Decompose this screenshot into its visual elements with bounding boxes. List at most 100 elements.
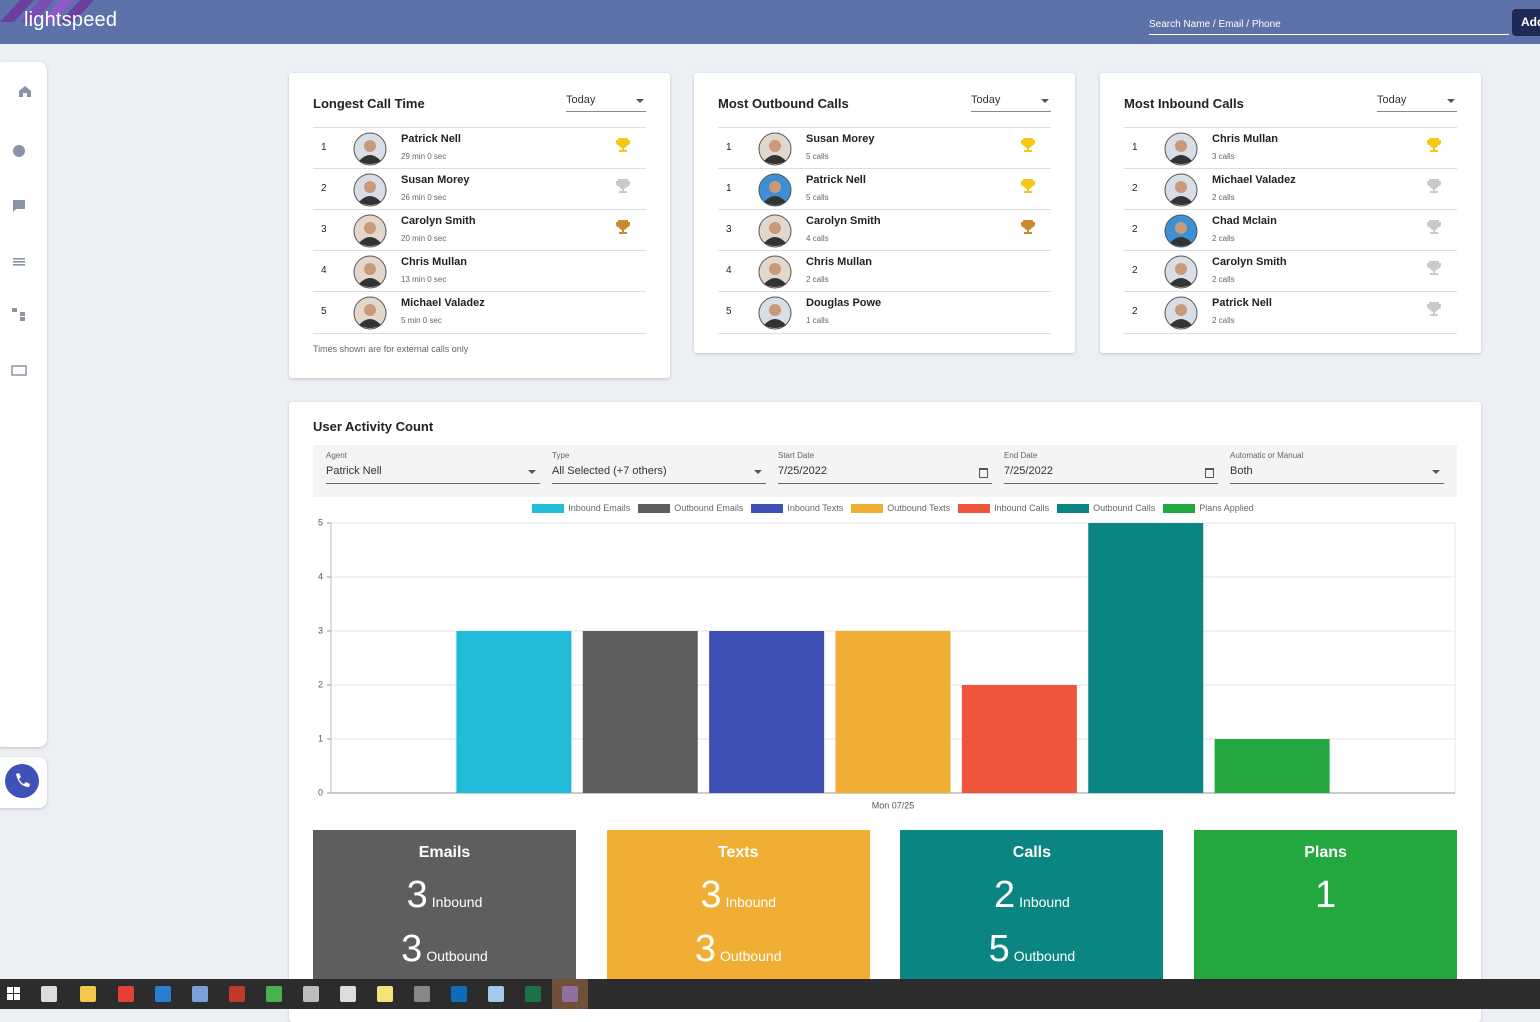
- leaderboard-row: 1 Susan Morey 5 calls: [718, 127, 1051, 169]
- period-value: Today: [1377, 94, 1407, 106]
- legend-item[interactable]: Outbound Emails: [638, 503, 743, 513]
- taskbar-app[interactable]: [266, 986, 282, 1002]
- avatar-head: [1175, 263, 1187, 275]
- dropdown-arrow: [1447, 99, 1455, 103]
- tile-count: 3: [700, 874, 722, 916]
- avatar: [1164, 214, 1198, 248]
- avatar-head: [769, 140, 781, 152]
- agent-detail: 2 calls: [1212, 193, 1235, 202]
- taskbar-app[interactable]: [377, 986, 393, 1002]
- legend-label: Plans Applied: [1199, 503, 1254, 513]
- legend-label: Outbound Calls: [1093, 503, 1156, 513]
- legend-swatch: [751, 503, 784, 513]
- trophy-shape: [1427, 220, 1441, 234]
- period-value: Today: [971, 94, 1001, 106]
- search-input[interactable]: Search Name / Email / Phone: [1149, 19, 1509, 35]
- avatar-body: [1170, 155, 1192, 164]
- header: lightspeed Search Name / Email / Phone A…: [0, 0, 1540, 44]
- agent-detail: 26 min 0 sec: [401, 193, 447, 202]
- agent-detail: 2 calls: [1212, 316, 1235, 325]
- taskbar-app[interactable]: [192, 986, 208, 1002]
- avatar-body: [764, 237, 786, 246]
- rank: 2: [1132, 224, 1138, 235]
- rank: 1: [321, 142, 327, 153]
- bar: [961, 685, 1077, 793]
- phone-panel: [0, 757, 47, 808]
- legend-item[interactable]: Plans Applied: [1163, 503, 1254, 513]
- phone-button[interactable]: [0, 757, 47, 808]
- tile-title: Texts: [717, 844, 759, 861]
- taskbar-app[interactable]: [80, 986, 96, 1002]
- filter-field[interactable]: Type All Selected (+7 others): [552, 451, 766, 484]
- taskbar-app[interactable]: [229, 986, 245, 1002]
- taskbar-app[interactable]: [118, 986, 134, 1002]
- card-title: Most Inbound Calls: [1124, 96, 1244, 111]
- agent-detail: 4 calls: [806, 234, 829, 243]
- messages-icon[interactable]: [13, 200, 25, 212]
- list-icon[interactable]: [13, 258, 25, 260]
- avatar: [353, 296, 387, 330]
- period-select[interactable]: Today: [566, 94, 646, 112]
- avatar: [1164, 296, 1198, 330]
- tree-icon[interactable]: [12, 308, 17, 312]
- filter-field[interactable]: Agent Patrick Nell: [326, 451, 540, 484]
- home-icon[interactable]: [19, 86, 31, 97]
- trophy: [1021, 138, 1035, 152]
- taskbar-app[interactable]: [525, 986, 541, 1002]
- agent-name: Michael Valadez: [401, 297, 485, 309]
- leaderboard-row: 2 Patrick Nell 2 calls: [1124, 291, 1457, 334]
- tile-title: Calls: [1012, 844, 1052, 861]
- period-select[interactable]: Today: [971, 94, 1051, 112]
- rank: 4: [726, 265, 732, 276]
- leaderboard-row: 4 Chris Mullan 2 calls: [718, 250, 1051, 292]
- agent-name: Patrick Nell: [401, 133, 461, 145]
- logo[interactable]: lightspeed: [24, 9, 118, 31]
- avatar: [758, 255, 792, 289]
- legend-item[interactable]: Inbound Calls: [958, 503, 1049, 513]
- tile-total: 1: [1315, 874, 1337, 916]
- avatar: [353, 173, 387, 207]
- bar: [709, 631, 825, 793]
- agent-detail: 2 calls: [1212, 234, 1235, 243]
- taskbar-app[interactable]: [488, 986, 504, 1002]
- add-button[interactable]: Add: [1512, 9, 1540, 36]
- sidebar: [0, 62, 47, 747]
- agent-name: Douglas Powe: [806, 297, 882, 309]
- card-icon[interactable]: [11, 365, 27, 376]
- card-title: Most Outbound Calls: [718, 96, 849, 111]
- legend-item[interactable]: Inbound Emails: [532, 503, 630, 513]
- card-title: Longest Call Time: [313, 96, 425, 111]
- tile-line: 3 Inbound: [313, 874, 576, 917]
- taskbar-app[interactable]: [41, 986, 57, 1002]
- start-button[interactable]: [7, 987, 20, 1000]
- taskbar-app[interactable]: [155, 986, 171, 1002]
- legend-item[interactable]: Outbound Calls: [1057, 503, 1155, 513]
- taskbar-app[interactable]: [562, 986, 578, 1002]
- filter-field[interactable]: Start Date 7/25/2022: [778, 451, 992, 484]
- filter-field[interactable]: End Date 7/25/2022: [1004, 451, 1218, 484]
- taskbar-app[interactable]: [414, 986, 430, 1002]
- avatar: [758, 132, 792, 166]
- trophy: [616, 220, 630, 234]
- trophy: [1021, 179, 1035, 193]
- legend-item[interactable]: Inbound Texts: [751, 503, 843, 513]
- rank: 2: [1132, 183, 1138, 194]
- period-select[interactable]: Today: [1377, 94, 1457, 112]
- dashboard-icon[interactable]: [13, 145, 25, 157]
- legend-item[interactable]: Outbound Texts: [851, 503, 950, 513]
- tile-count-label: Outbound: [426, 948, 488, 964]
- taskbar-app[interactable]: [340, 986, 356, 1002]
- taskbar-app[interactable]: [303, 986, 319, 1002]
- filter-field[interactable]: Automatic or Manual Both: [1230, 451, 1444, 484]
- agent-name: Carolyn Smith: [401, 215, 476, 227]
- taskbar-app[interactable]: [451, 986, 467, 1002]
- trophy-shape: [1427, 179, 1441, 193]
- avatar-head: [769, 222, 781, 234]
- avatar-head: [364, 222, 376, 234]
- tile-count-label: Outbound: [720, 948, 782, 964]
- tile-count-label: Inbound: [1019, 894, 1070, 910]
- avatar: [758, 214, 792, 248]
- agent-detail: 5 calls: [806, 193, 829, 202]
- legend-label: Outbound Texts: [887, 503, 951, 513]
- leaderboard-row: 5 Michael Valadez 5 min 0 sec: [313, 291, 646, 334]
